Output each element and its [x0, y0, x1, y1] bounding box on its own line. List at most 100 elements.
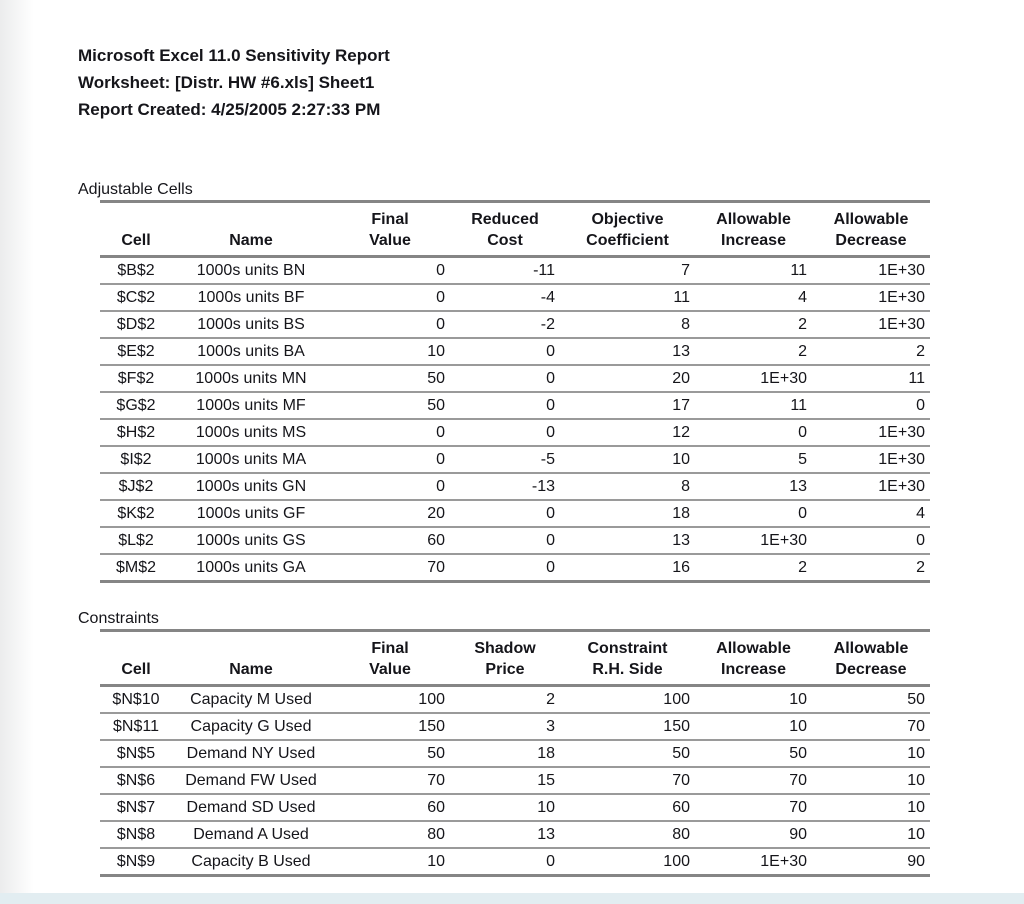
shadow-price-cell: 18	[450, 740, 560, 768]
objective-coefficient-cell: 13	[560, 527, 695, 555]
report-page: Microsoft Excel 11.0 Sensitivity Report …	[78, 46, 1024, 877]
allowable-increase-cell: 11	[695, 256, 812, 285]
name-cell: 1000s units BN	[172, 256, 330, 285]
name-cell: 1000s units MF	[172, 392, 330, 420]
final-value-cell: 0	[330, 284, 450, 312]
column-header-final-value: Final Value	[330, 630, 450, 687]
allowable-decrease-cell: 0	[812, 392, 930, 420]
column-header-allowable-increase: Allowable Increase	[695, 201, 812, 258]
allowable-increase-cell: 1E+30	[695, 527, 812, 555]
final-value-cell: 100	[330, 685, 450, 714]
objective-coefficient-cell: 7	[560, 256, 695, 285]
constraints-section: Constraints Cell Name Final Value Shadow…	[78, 609, 1024, 877]
cell-cell: $J$2	[100, 473, 172, 501]
allowable-increase-cell: 50	[695, 740, 812, 768]
objective-coefficient-cell: 12	[560, 419, 695, 447]
adjustable-cells-section: Adjustable Cells Cell Name Final Value R…	[78, 180, 1024, 583]
final-value-cell: 60	[330, 794, 450, 822]
final-value-cell: 0	[330, 473, 450, 501]
cell-cell: $D$2	[100, 311, 172, 339]
final-value-cell: 10	[330, 338, 450, 366]
allowable-increase-cell: 70	[695, 794, 812, 822]
table-row: $M$2 1000s units GA 70 0 16 2 2	[100, 554, 930, 583]
final-value-cell: 10	[330, 848, 450, 877]
cell-cell: $M$2	[100, 554, 172, 583]
cell-cell: $F$2	[100, 365, 172, 393]
reduced-cost-cell: 0	[450, 392, 560, 420]
final-value-cell: 0	[330, 446, 450, 474]
table-row: $L$2 1000s units GS 60 0 13 1E+30 0	[100, 527, 930, 555]
cell-cell: $N$9	[100, 848, 172, 877]
allowable-decrease-cell: 50	[812, 685, 930, 714]
shadow-price-cell: 10	[450, 794, 560, 822]
name-cell: 1000s units GN	[172, 473, 330, 501]
table-row: $J$2 1000s units GN 0 -13 8 13 1E+30	[100, 473, 930, 501]
reduced-cost-cell: 0	[450, 419, 560, 447]
table-row: $E$2 1000s units BA 10 0 13 2 2	[100, 338, 930, 366]
column-header-allowable-decrease: Allowable Decrease	[812, 630, 930, 687]
allowable-decrease-cell: 0	[812, 527, 930, 555]
allowable-increase-cell: 10	[695, 713, 812, 741]
reduced-cost-cell: -13	[450, 473, 560, 501]
final-value-cell: 80	[330, 821, 450, 849]
allowable-decrease-cell: 1E+30	[812, 419, 930, 447]
name-cell: 1000s units GF	[172, 500, 330, 528]
table-row: $N$8 Demand A Used 80 13 80 90 10	[100, 821, 930, 849]
name-cell: Demand A Used	[172, 821, 330, 849]
name-cell: 1000s units MN	[172, 365, 330, 393]
shadow-price-cell: 3	[450, 713, 560, 741]
allowable-decrease-cell: 10	[812, 740, 930, 768]
allowable-decrease-cell: 1E+30	[812, 311, 930, 339]
adjustable-cells-header-row: Cell Name Final Value Reduced Cost Objec…	[100, 201, 930, 258]
allowable-decrease-cell: 1E+30	[812, 473, 930, 501]
final-value-cell: 50	[330, 392, 450, 420]
table-row: $N$11 Capacity G Used 150 3 150 10 70	[100, 713, 930, 741]
column-header-final-value: Final Value	[330, 201, 450, 258]
reduced-cost-cell: -11	[450, 256, 560, 285]
name-cell: 1000s units BA	[172, 338, 330, 366]
constraints-header-row: Cell Name Final Value Shadow Price Const…	[100, 630, 930, 687]
allowable-increase-cell: 0	[695, 500, 812, 528]
name-cell: 1000s units BF	[172, 284, 330, 312]
table-row: $N$9 Capacity B Used 10 0 100 1E+30 90	[100, 848, 930, 877]
column-header-cell: Cell	[100, 630, 172, 687]
constraint-rhs-cell: 60	[560, 794, 695, 822]
objective-coefficient-cell: 16	[560, 554, 695, 583]
allowable-decrease-cell: 1E+30	[812, 256, 930, 285]
name-cell: Capacity G Used	[172, 713, 330, 741]
allowable-increase-cell: 13	[695, 473, 812, 501]
table-row: $N$6 Demand FW Used 70 15 70 70 10	[100, 767, 930, 795]
report-created-line: Report Created: 4/25/2005 2:27:33 PM	[78, 100, 381, 119]
cell-cell: $B$2	[100, 256, 172, 285]
shadow-price-cell: 13	[450, 821, 560, 849]
allowable-increase-cell: 10	[695, 685, 812, 714]
table-row: $B$2 1000s units BN 0 -11 7 11 1E+30	[100, 256, 930, 285]
objective-coefficient-cell: 11	[560, 284, 695, 312]
constraints-table: Cell Name Final Value Shadow Price Const…	[100, 629, 930, 877]
allowable-increase-cell: 2	[695, 311, 812, 339]
allowable-increase-cell: 1E+30	[695, 365, 812, 393]
reduced-cost-cell: 0	[450, 500, 560, 528]
final-value-cell: 20	[330, 500, 450, 528]
allowable-decrease-cell: 2	[812, 554, 930, 583]
objective-coefficient-cell: 13	[560, 338, 695, 366]
final-value-cell: 0	[330, 311, 450, 339]
cell-cell: $N$8	[100, 821, 172, 849]
allowable-increase-cell: 5	[695, 446, 812, 474]
column-header-objective-coefficient: Objective Coefficient	[560, 201, 695, 258]
adjustable-cells-rows: $B$2 1000s units BN 0 -11 7 11 1E+30 $C$2 1000s …	[100, 256, 930, 583]
reduced-cost-cell: 0	[450, 338, 560, 366]
name-cell: Demand NY Used	[172, 740, 330, 768]
allowable-decrease-cell: 10	[812, 821, 930, 849]
adjustable-cells-table: Cell Name Final Value Reduced Cost Objec…	[100, 200, 930, 583]
name-cell: Demand FW Used	[172, 767, 330, 795]
cell-cell: $N$10	[100, 685, 172, 714]
reduced-cost-cell: 0	[450, 365, 560, 393]
shadow-price-cell: 2	[450, 685, 560, 714]
column-header-name: Name	[172, 630, 330, 687]
final-value-cell: 60	[330, 527, 450, 555]
allowable-increase-cell: 70	[695, 767, 812, 795]
objective-coefficient-cell: 8	[560, 311, 695, 339]
allowable-decrease-cell: 10	[812, 794, 930, 822]
column-header-name: Name	[172, 201, 330, 258]
